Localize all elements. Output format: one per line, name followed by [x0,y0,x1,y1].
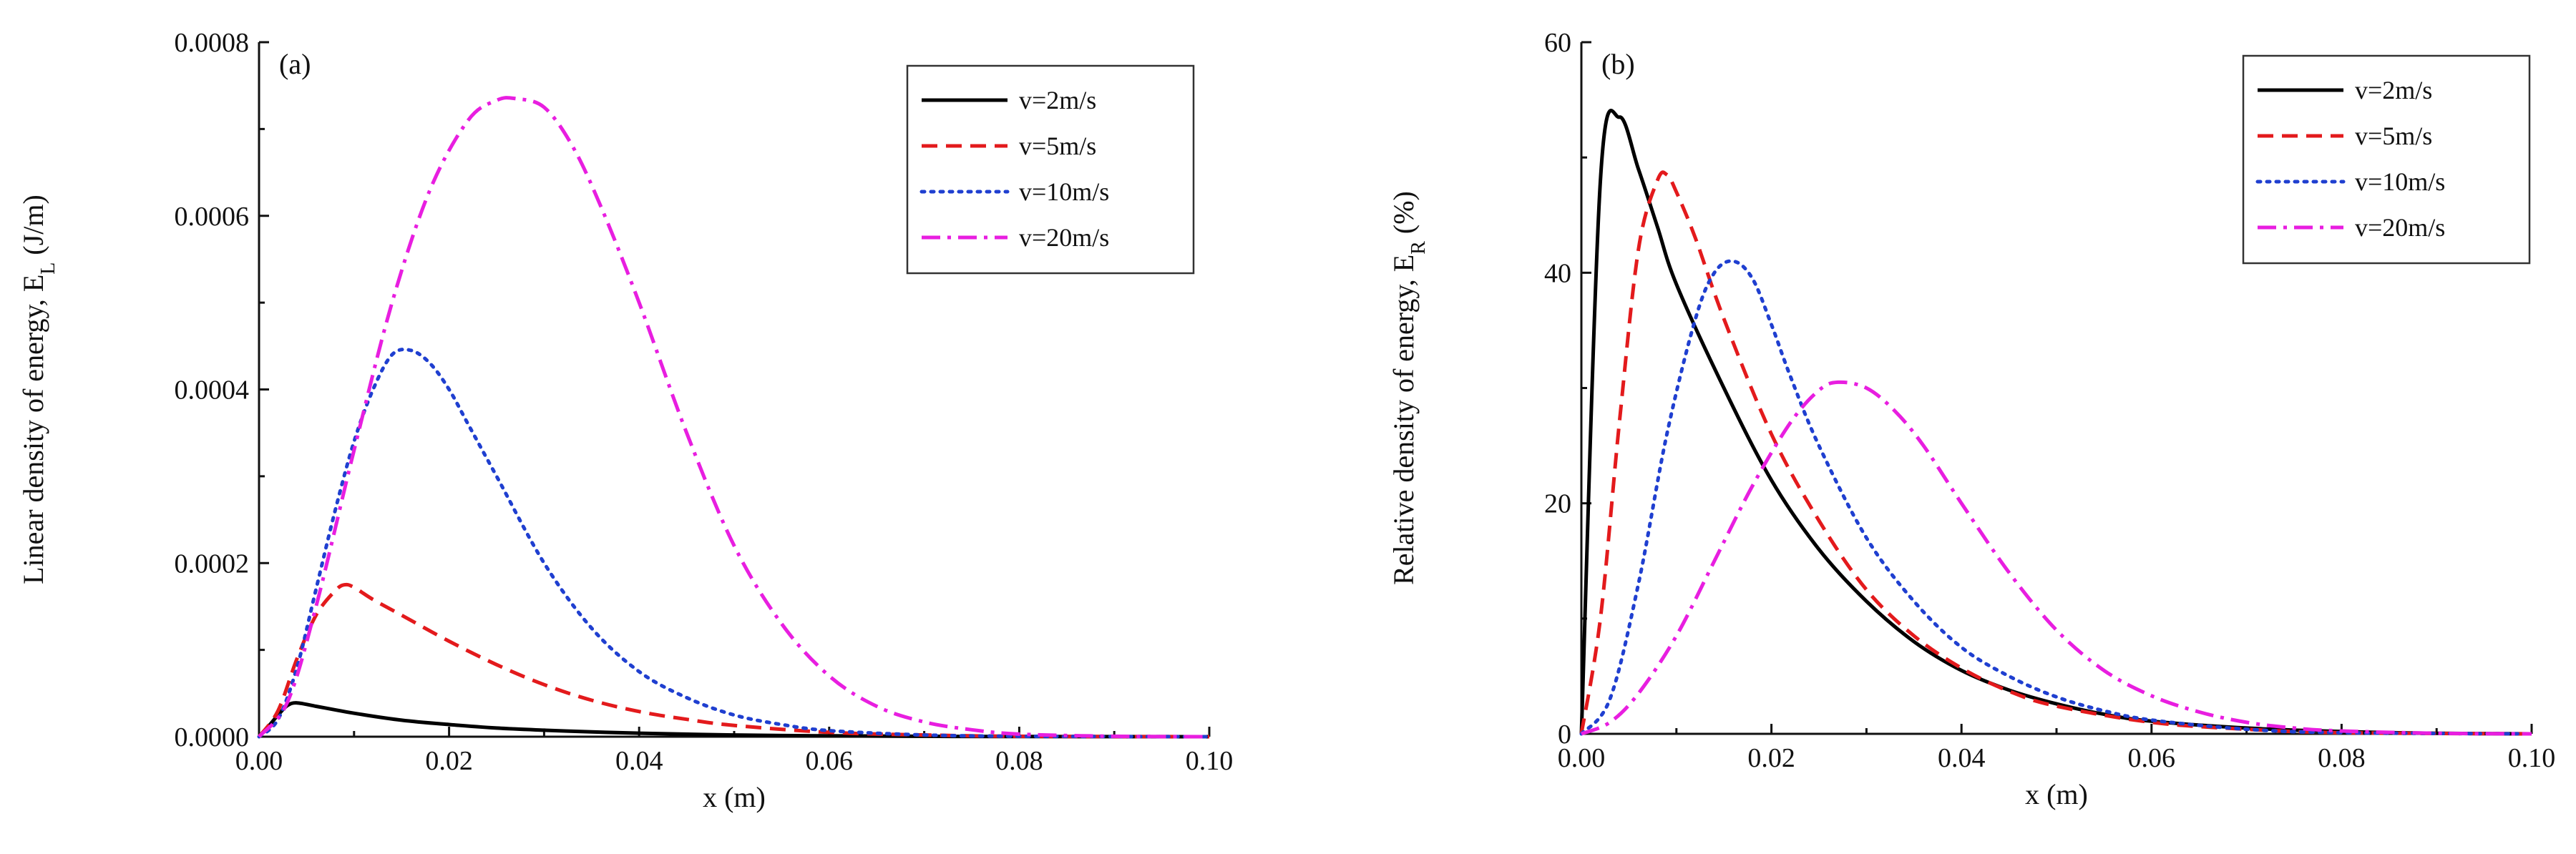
x-axis-title: x (m) [703,781,766,813]
panel-label: (b) [1601,48,1635,80]
x-tick-label: 0.08 [995,746,1043,776]
x-tick-label: 0.04 [615,746,663,776]
legend: v=2m/s v=5m/s v=10m/s v=20m/s [906,64,1195,275]
y-tick-label: 0.0004 [175,376,250,406]
legend-label-2: v=5m/s [1019,132,1096,160]
legend-label-4: v=20m/s [2355,213,2445,242]
panel-label: (a) [279,48,311,80]
legend-label-3: v=10m/s [1019,177,1109,206]
y-axis-title-subscript: L [37,262,59,275]
legend-label-2: v=5m/s [2355,122,2432,150]
y-axis-title-main: Linear density of energy, E [17,275,49,584]
y-tick-label: 0 [1558,720,1571,750]
y-tick-label: 0.0008 [175,28,250,58]
y-tick-label: 0.0006 [175,202,250,232]
legend-label-3: v=10m/s [2355,167,2445,196]
x-tick-label: 0.06 [2128,743,2176,773]
x-axis-title: x (m) [2025,778,2088,810]
x-tick-label: 0.06 [806,746,854,776]
y-axis-title-main: Relative density of energy, E [1387,255,1420,585]
y-axis-title: Relative density of energy, ER (%) [1387,191,1430,585]
series-line-4 [1581,380,2532,736]
y-tick-label: 20 [1544,489,1571,519]
x-tick-label: 0.00 [1558,743,1606,773]
legend: v=2m/s v=5m/s v=10m/s v=20m/s [2242,54,2531,265]
series-line-3 [1579,259,2534,736]
y-tick-label: 0.0002 [175,549,250,579]
x-tick-label: 0.10 [2508,743,2556,773]
x-tick-label: 0.02 [425,746,473,776]
x-tick-label: 0.10 [1186,746,1234,776]
legend-label-1: v=2m/s [1019,86,1096,114]
panel-a: 0.00 0.02 0.04 0.06 0.08 0.10 0.0000 0.0002 0.00… [17,28,1233,813]
y-tick-label: 60 [1544,28,1571,58]
series-line-4 [258,96,1210,739]
y-axis-title: Linear density of energy, EL (J/m) [17,195,59,584]
y-tick-label: 0.0000 [175,722,250,752]
y-axis-title-unit: (J/m) [17,195,49,262]
x-tick-label: 0.02 [1747,743,1795,773]
series-line-2 [257,582,1210,739]
y-tick-label: 40 [1544,258,1571,288]
x-tick-label: 0.08 [2318,743,2366,773]
panel-b: 0.00 0.02 0.04 0.06 0.08 0.10 0 20 40 60 x (m) Rela… [1387,28,2555,810]
y-axis-title-subscript: R [1407,241,1430,255]
legend-label-1: v=2m/s [2355,76,2432,104]
series-line-2 [1579,170,2532,736]
y-axis-title-unit: (%) [1387,191,1420,241]
legend-label-4: v=20m/s [1019,223,1109,252]
series-line-3 [257,348,1211,739]
x-tick-label: 0.00 [235,746,283,776]
series-line-1 [1579,109,2532,736]
x-tick-label: 0.04 [1938,743,1986,773]
